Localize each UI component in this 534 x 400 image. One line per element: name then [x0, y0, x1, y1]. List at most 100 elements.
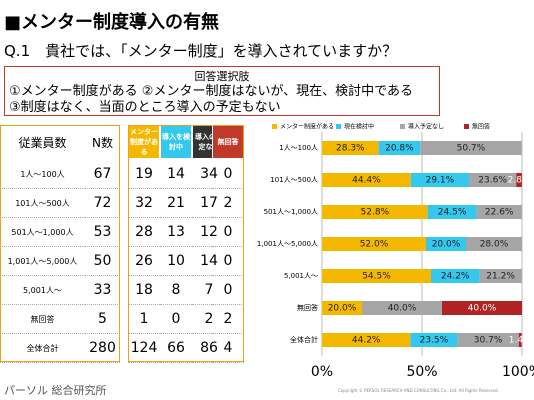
table-header: N数 — [92, 135, 113, 150]
option-line: ①メンター制度がある ②メンター制度はないが、現在、検討中である — [9, 84, 414, 99]
data-label: 54.5% — [362, 272, 391, 282]
table-cell: 5 — [85, 305, 120, 334]
table-cell: 34 — [192, 160, 226, 189]
table-cell: 1 — [128, 305, 160, 334]
legend-swatch — [464, 124, 469, 129]
data-label: 30.7% — [474, 336, 503, 346]
bar-segment — [322, 237, 426, 251]
data-label: 24.5% — [438, 208, 467, 218]
title: ■メンター制度導入の有無 — [4, 12, 220, 33]
table-cell: 2 — [212, 189, 244, 218]
copyright: Copyright © PERSOL RESEARCH AND CONSULTI… — [338, 388, 499, 393]
table-cell: 21 — [160, 189, 192, 218]
legend-label: メンター制度がある — [280, 123, 334, 131]
table-cell: 7 — [192, 276, 226, 305]
bar-segment — [322, 173, 411, 187]
row-label: 101人～500人 — [0, 189, 85, 218]
table-cell: 0 — [212, 218, 244, 247]
bar-segment — [362, 301, 442, 315]
bar-segment — [322, 205, 428, 219]
data-label: 28.3% — [336, 144, 365, 154]
bar-segment — [479, 269, 522, 283]
data-label: 21.2% — [486, 272, 515, 282]
table-cell: 19 — [128, 160, 160, 189]
bar-segment — [322, 269, 431, 283]
table-cell: 4 — [212, 334, 244, 363]
bar-segment — [442, 301, 522, 315]
row-label: 5,001人～ — [0, 276, 85, 305]
table-frame — [128, 125, 244, 362]
table-header: メンター制度がある — [128, 125, 160, 159]
data-label: 40.0% — [388, 304, 417, 314]
table-cell: 13 — [160, 218, 192, 247]
row-label: 1人～100人 — [0, 160, 85, 189]
bar-segment — [466, 237, 522, 251]
bar-segment — [322, 141, 379, 155]
bar-segment — [457, 333, 519, 347]
y-tick-label: 501人～1,000人 — [264, 208, 318, 216]
x-tick-label: 50% — [406, 364, 437, 380]
bar-segment — [476, 205, 522, 219]
table-cell: 0 — [212, 276, 244, 305]
data-label: 24.2% — [441, 272, 470, 282]
data-label: 23.6% — [478, 176, 507, 186]
options-box: 回答選択肢 ①メンター制度がある ②メンター制度はないが、現在、検討中である ③… — [4, 66, 440, 116]
data-label: 20.8% — [385, 144, 414, 154]
legend-label: 導入予定なし — [408, 123, 444, 131]
table-cell: 2 — [212, 305, 244, 334]
y-tick-label: 1,001人～5,000人 — [257, 240, 318, 248]
legend-swatch — [400, 124, 405, 129]
table-cell: 67 — [85, 160, 120, 189]
data-label: 22.6% — [485, 208, 514, 218]
table-cell: 72 — [85, 189, 120, 218]
table-cell: 66 — [160, 334, 192, 363]
legend-swatch — [272, 124, 277, 129]
table-cell: 33 — [85, 276, 120, 305]
table-cell: 10 — [160, 247, 192, 276]
bar-segment — [322, 333, 411, 347]
table-cell: 26 — [128, 247, 160, 276]
y-tick-label: 1人～100人 — [279, 144, 318, 152]
table-cell: 0 — [212, 160, 244, 189]
question: Q.1 貴社では、「メンター制度」を導入されていますか？ — [4, 42, 398, 60]
row-label: 1,001人～5,000人 — [0, 247, 85, 276]
y-tick-label: 無回答 — [297, 303, 318, 312]
bar-segment — [410, 173, 469, 187]
row-label: 全体合計 — [0, 334, 85, 363]
data-label: 44.4% — [352, 176, 381, 186]
data-label: 20.0% — [432, 240, 461, 250]
data-label: 50.7% — [457, 144, 486, 154]
bar-segment — [427, 205, 477, 219]
table-cell: 0 — [160, 305, 192, 334]
bar-segment — [431, 269, 480, 283]
table-cell: 0 — [212, 247, 244, 276]
row-label: 501人～1,000人 — [0, 218, 85, 247]
table-cell: 18 — [128, 276, 160, 305]
table-cell: 12 — [192, 218, 226, 247]
table-cell: 17 — [192, 189, 226, 218]
y-tick-label: 101人～500人 — [270, 176, 318, 184]
bar-segment — [518, 333, 522, 347]
y-tick-label: 5,001人～ — [284, 272, 318, 280]
data-label: 23.5% — [420, 336, 449, 346]
options-heading: 回答選択肢 — [194, 70, 250, 83]
data-label: 52.0% — [360, 240, 389, 250]
table-cell: 124 — [128, 334, 160, 363]
data-label: 20.0% — [328, 304, 357, 314]
data-label: 52.8% — [361, 208, 390, 218]
data-label: 40.0% — [468, 304, 497, 314]
legend-label: 無回答 — [472, 123, 490, 131]
table-cell: 2 — [192, 305, 226, 334]
bar-segment — [426, 237, 466, 251]
table-frame — [0, 125, 120, 362]
bar-segment — [410, 333, 458, 347]
table-cell: 8 — [160, 276, 192, 305]
table-cell: 14 — [160, 160, 192, 189]
table-cell: 50 — [85, 247, 120, 276]
table-header: 無回答 — [212, 125, 244, 159]
table-cell: 53 — [85, 218, 120, 247]
table-cell: 14 — [192, 247, 226, 276]
row-label: 無回答 — [0, 305, 85, 334]
